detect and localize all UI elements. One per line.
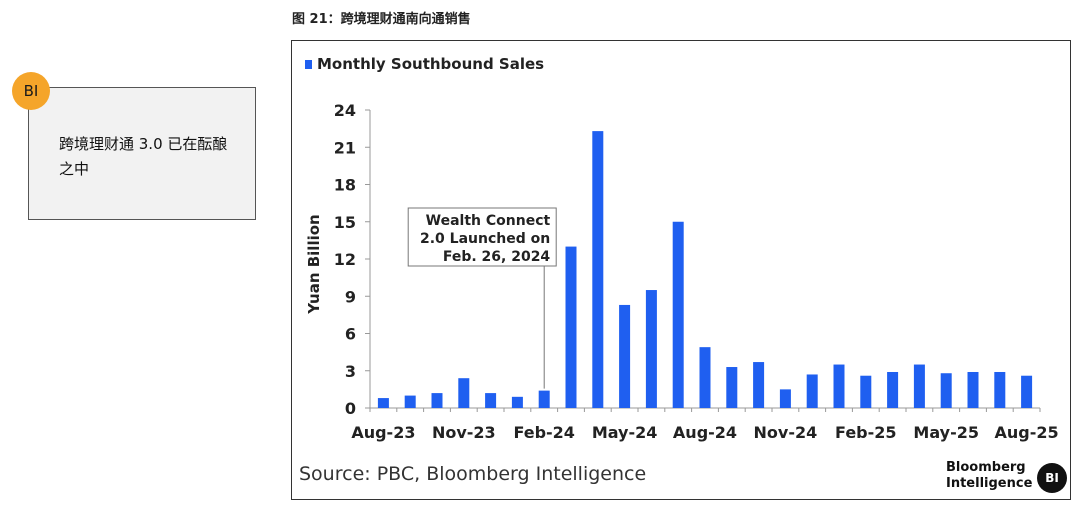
bar (940, 373, 952, 408)
bar (672, 221, 684, 408)
y-tick-label: 24 (334, 101, 356, 120)
y-tick-label: 3 (345, 362, 356, 381)
y-tick-label: 18 (334, 176, 356, 195)
bar (994, 371, 1006, 408)
x-tick-label: Feb-25 (835, 423, 897, 442)
bar (485, 393, 497, 408)
source-note: Source: PBC, Bloomberg Intelligence (299, 463, 647, 485)
bar-chart: Monthly Southbound Sales 0 3 6 9 12 15 18 21 24 Yu… (305, 55, 1059, 442)
bar (538, 390, 550, 408)
bar (511, 396, 523, 408)
x-tick-label: Aug-24 (673, 423, 737, 442)
brand-line-2: Intelligence (946, 476, 1033, 491)
bar (592, 131, 604, 408)
callout-text: 跨境理财通 3.0 已在酝酿之中 (59, 135, 228, 178)
bar (458, 378, 470, 408)
bar (431, 393, 443, 408)
legend-swatch (305, 60, 312, 69)
bar (619, 304, 631, 408)
bar (565, 246, 577, 408)
bar (1021, 375, 1033, 408)
callout-box: 跨境理财通 3.0 已在酝酿之中 (28, 87, 256, 220)
x-tick-label: May-25 (913, 423, 979, 442)
annotation-text-line: 2.0 Launched on (420, 231, 550, 247)
brand-line-1: Bloomberg (946, 460, 1026, 475)
bar (726, 367, 738, 408)
figure-title: 图 21：跨境理财通南向通销售 (292, 12, 471, 27)
bi-logo-icon: BI (1037, 463, 1067, 493)
bi-badge-icon: BI (12, 72, 50, 110)
bar (645, 290, 657, 408)
x-tick-label: Aug-25 (995, 423, 1059, 442)
y-tick-label: 12 (334, 250, 356, 269)
bar (860, 375, 872, 408)
annotation-box (407, 207, 557, 267)
bar (779, 389, 791, 408)
y-axis-title: Yuan Billion (305, 214, 323, 314)
bar (753, 362, 765, 408)
bar (913, 364, 925, 408)
bloomberg-logo-text: Bloomberg Intelligence (946, 460, 1032, 492)
y-tick-label: 15 (334, 213, 356, 232)
x-tick-label: Aug-23 (351, 423, 415, 442)
y-tick-label: 0 (345, 399, 356, 418)
x-tick-label: Nov-23 (432, 423, 496, 442)
bar (806, 374, 818, 408)
bar (404, 395, 416, 408)
bar (833, 364, 845, 408)
annotation-text-line: Feb. 26, 2024 (443, 249, 551, 265)
x-tick-label: Nov-24 (754, 423, 818, 442)
chart-frame: Monthly Southbound Sales 0 3 6 9 12 15 18 21 24 Yu… (291, 40, 1071, 500)
y-tick-label: 6 (345, 325, 356, 344)
x-tick-label: May-24 (592, 423, 658, 442)
x-tick-label: Feb-24 (513, 423, 575, 442)
annotation-text-line: Wealth Connect (426, 213, 551, 229)
bar (967, 371, 979, 408)
legend-label: Monthly Southbound Sales (317, 55, 544, 73)
y-tick-label: 9 (345, 287, 356, 306)
y-tick-label: 21 (334, 138, 356, 157)
bar (887, 371, 899, 408)
bar (377, 398, 389, 408)
bar (699, 347, 711, 408)
